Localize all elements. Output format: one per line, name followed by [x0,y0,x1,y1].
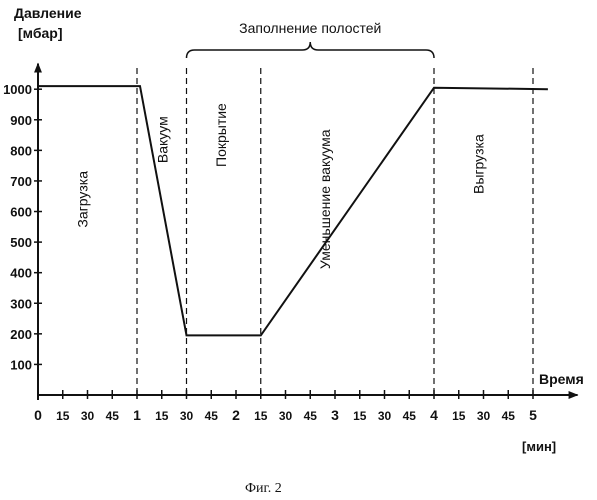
x-tick-label: 30 [378,409,392,423]
y-tick-label: 500 [10,235,32,250]
phase-label: Покрытие [213,103,229,167]
x-tick-label: 45 [205,409,219,423]
y-tick-label: 600 [10,205,32,220]
x-tick-label: 30 [81,409,95,423]
x-tick-label: 2 [232,407,240,423]
x-axis-unit: [мин] [522,439,556,454]
phase-label: Выгрузка [471,134,487,194]
phase-labels: Загрузка Вакуум Покрытие Уменьшение вакуума… [75,103,487,269]
x-tick-label: 30 [477,409,491,423]
x-tick-label: 45 [502,409,516,423]
x-tick-label: 4 [430,407,438,423]
x-tick-label: 15 [452,409,466,423]
x-tick-label: 15 [254,409,268,423]
x-tick-label: 1 [133,407,141,423]
y-axis-unit: [мбар] [18,25,62,41]
x-tick-label: 30 [279,409,293,423]
y-tick-label: 800 [10,143,32,158]
y-tick-label: 200 [10,327,32,342]
pressure-series-line [38,86,548,335]
x-tick-label: 30 [180,409,194,423]
y-ticks: 100 200 300 400 500 600 700 800 900 1000 [3,82,42,372]
cavity-fill-bracket [187,42,435,58]
phase-boundaries [137,68,533,395]
x-tick-label: 5 [529,407,537,423]
y-tick-label: 900 [10,113,32,128]
figure-caption: Фиг. 2 [245,481,282,496]
phase-label: Загрузка [75,171,91,228]
y-tick-label: 100 [10,357,32,372]
x-tick-label: 45 [403,409,417,423]
x-tick-label: 15 [155,409,169,423]
x-tick-label: 45 [304,409,318,423]
y-tick-label: 1000 [3,82,32,97]
phase-label: Вакуум [155,116,171,163]
phase-label: Уменьшение вакуума [317,129,333,269]
y-tick-label: 400 [10,266,32,281]
x-tick-label: 15 [353,409,367,423]
x-tick-label: 45 [106,409,120,423]
x-axis-title: Время [539,371,584,387]
x-tick-label: 0 [34,407,42,423]
x-tick-label: 15 [56,409,70,423]
x-tick-label: 3 [331,407,339,423]
y-axis-title: Давление [14,5,82,21]
y-tick-label: 700 [10,174,32,189]
cavity-fill-label: Заполнение полостей [239,20,381,36]
y-tick-label: 300 [10,296,32,311]
